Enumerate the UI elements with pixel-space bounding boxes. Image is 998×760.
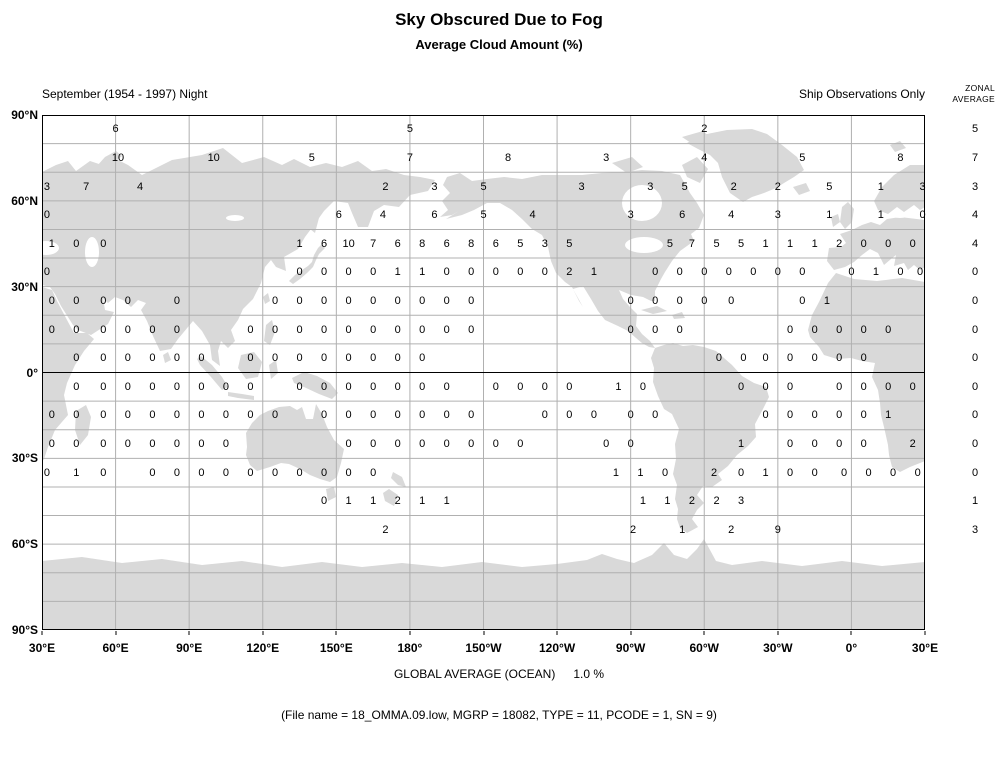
source-label: Ship Observations Only (798, 87, 925, 101)
zonal-average-value: 0 (971, 466, 979, 479)
landmass-greenland (687, 129, 804, 202)
zonal-average-value: 0 (971, 294, 979, 307)
landmass-philippines (264, 320, 275, 345)
x-axis-label: 150°E (319, 641, 353, 655)
x-axis-label: 30°E (911, 641, 939, 655)
y-axis-label: 30°S (11, 451, 38, 466)
y-axis-label: 60°N (11, 193, 38, 208)
world-map (42, 115, 925, 630)
x-axis-tick (188, 631, 190, 635)
x-axis-label: 120°W (539, 641, 576, 655)
landmass-africa-west (808, 273, 925, 472)
landmass-scandinavia (874, 165, 925, 214)
x-axis-tick (630, 631, 632, 635)
x-axis-tick (556, 631, 558, 635)
landmass-ireland (831, 214, 840, 227)
zonal-header-line2: AVERAGE (952, 94, 995, 104)
x-axis-label: 60°W (689, 641, 719, 655)
landmass-sakhalin (310, 208, 320, 233)
landmass-iceland (793, 183, 810, 195)
period-label: September (1954 - 1997) Night (42, 87, 208, 101)
inland-seas (42, 185, 909, 267)
x-axis-label: 90°W (615, 641, 646, 655)
landmass-africa-east (42, 287, 94, 462)
landmass-new-zealand-south (383, 489, 398, 506)
x-axis-label: 0° (845, 641, 858, 655)
landmass-java (228, 392, 254, 400)
zonal-average-value: 0 (971, 380, 979, 393)
global-average-line: GLOBAL AVERAGE (OCEAN) 1.0 % (0, 667, 998, 681)
x-axis-tick (924, 631, 926, 635)
landmass-sri-lanka (163, 352, 171, 363)
lake-baikal (226, 215, 244, 221)
page-subtitle: Average Cloud Amount (%) (415, 37, 583, 52)
zonal-average-value: 0 (971, 438, 979, 451)
landmass-australia (246, 404, 344, 482)
map-border (42, 115, 925, 630)
y-axis-label: 0° (26, 365, 38, 380)
landmass-new-zealand-north (391, 472, 406, 487)
zonal-average-value: 0 (971, 409, 979, 422)
black-sea (42, 241, 59, 255)
zonal-average-value: 1 (971, 495, 979, 508)
x-axis-tick (41, 631, 43, 635)
x-axis-label: 30°W (763, 641, 793, 655)
baltic-sea (891, 212, 909, 218)
landmass-britain (840, 202, 854, 229)
landmass-victoria-island (612, 157, 643, 173)
zonal-average-value: 0 (971, 323, 979, 336)
landmass-cuba (641, 306, 667, 314)
x-axis-tick (850, 631, 852, 635)
zonal-average-value: 5 (971, 123, 979, 136)
x-axis-tick (483, 631, 484, 635)
landmass-tasmania (326, 487, 336, 501)
hudson-bay (622, 185, 662, 221)
landmass-madagascar (75, 405, 91, 445)
y-axis-label: 60°S (11, 537, 38, 552)
x-axis-tick (409, 631, 411, 635)
x-axis-tick (115, 631, 117, 635)
x-axis-label: 120°E (246, 641, 280, 655)
landmass-taiwan (263, 293, 270, 304)
x-axis-label: 30°E (28, 641, 56, 655)
graticule-grid (42, 115, 925, 630)
caspian-sea (85, 237, 99, 267)
x-axis-label: 90°E (176, 641, 203, 655)
landmass-japan (289, 244, 325, 284)
x-axis-tick (262, 631, 264, 635)
global-average-label: GLOBAL AVERAGE (OCEAN) (393, 667, 556, 681)
x-axis-label: 180° (397, 641, 423, 655)
global-average-value: 1.0 % (573, 667, 605, 681)
landmass-south-america (651, 343, 769, 533)
landmass-eurasia (42, 148, 435, 366)
y-axis-label: 90°S (11, 623, 38, 637)
zonal-average-value: 7 (971, 151, 979, 164)
x-axis-tick (335, 631, 337, 635)
x-axis-label: 150°W (465, 641, 502, 655)
x-axis-tick (777, 631, 779, 635)
x-axis-label: 60°E (102, 641, 129, 655)
zonal-average-value: 3 (971, 180, 979, 193)
x-axis-tick (703, 631, 705, 635)
zonal-average-value: 0 (971, 266, 979, 279)
y-axis-label: 90°N (11, 108, 38, 122)
zonal-header-line1: ZONAL (965, 83, 995, 93)
landmass-ellesmere (682, 131, 714, 147)
zonal-average-value: 3 (971, 523, 979, 536)
great-lakes (625, 237, 663, 253)
landmass-new-guinea (292, 372, 338, 399)
landmass-sulawesi (269, 360, 278, 379)
zonal-average-value: 4 (971, 209, 979, 222)
file-info-line: (File name = 18_OMMA.09.low, MGRP = 1808… (281, 708, 717, 722)
page-title: Sky Obscured Due to Fog (395, 10, 603, 29)
y-axis-label: 30°N (11, 279, 38, 294)
landmass-baffin (682, 157, 708, 183)
zonal-average-header: ZONAL AVERAGE (952, 83, 995, 105)
zonal-average-value: 4 (971, 237, 979, 250)
zonal-average-value: 0 (971, 352, 979, 365)
